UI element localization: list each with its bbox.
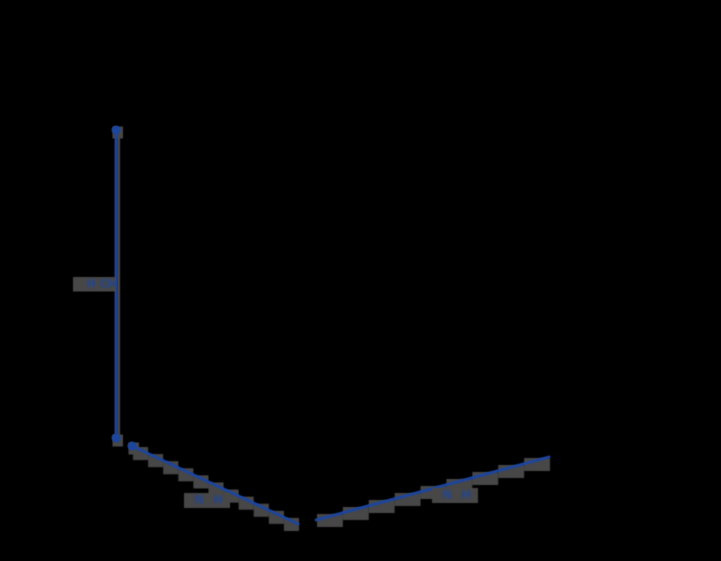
svg-text:H: H [214,493,223,507]
svg-text:H: H [462,488,471,502]
svg-text:N: N [443,488,452,502]
svg-text:H: H [87,279,95,291]
svg-text:CH: CH [100,279,117,291]
svg-text:N: N [195,493,204,507]
